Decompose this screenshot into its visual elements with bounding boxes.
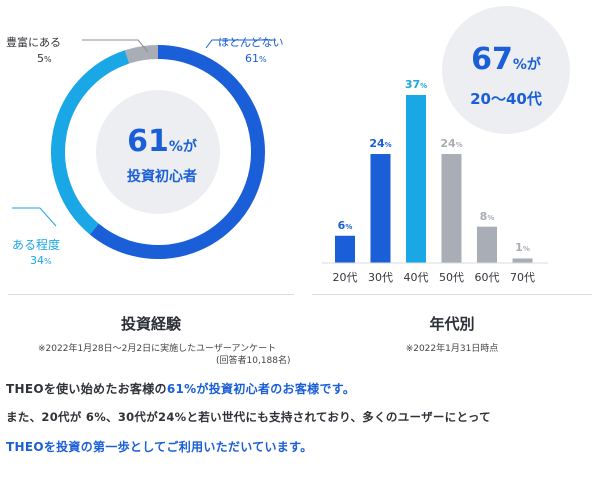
bar-value-label: 6% [337,218,353,232]
bar-40代 [406,95,426,263]
bar-category-label: 20代 [332,271,358,284]
bar-70代 [512,258,533,263]
pie-label-some-pct: 34% [30,254,52,267]
donut-center-sub: 投資初心者 [127,169,197,185]
donut-slice-houfu [124,45,159,64]
bar-30代 [370,154,391,263]
donut-slice-aruteido [51,50,130,235]
bar-category-label: 30代 [368,271,393,284]
bar-value-label: 1% [515,241,530,255]
age-bubble-sub: 20〜40代 [470,90,542,108]
bar-category-label: 40代 [403,271,429,284]
bar-category-label: 70代 [510,271,535,284]
age-bubble [442,6,570,134]
bar-20代 [335,235,355,263]
donut-inner-circle [96,90,220,214]
donut-slice-hotondonai [89,45,265,259]
bar-value-label: 24% [369,137,392,151]
bar-value-label: 37% [404,78,428,91]
divider-left [8,294,294,295]
pie-label-rich-pct: 5% [37,52,52,65]
divider-right [312,294,592,295]
pie-label-some-name: ある程度 [12,238,61,252]
pie-label-rich-name: 豊富にある [6,36,61,49]
bar-category-label: 60代 [474,271,500,284]
bar-note: ※2022年1月31日時点 [405,344,499,354]
bar-category-label: 50代 [439,271,464,284]
pie-label-none-name: ほとんどない [218,36,284,49]
leader-line-rich [82,39,149,53]
bar-section-title: 年代別 [429,315,475,333]
bar-value-label: 8% [479,209,495,223]
pie-section-title: 投資経験 [120,315,181,333]
pie-label-none-pct: 61% [245,52,267,65]
pie-note-1: ※2022年1月28日〜2月2日に実施したユーザーアンケート [38,344,277,354]
bar-50代 [441,154,462,263]
bar-value-label: 24% [440,137,463,151]
donut-center-headline: 61%が [127,124,197,159]
leader-line-none [205,39,276,49]
pie-note-2: (回答者10,188名) [216,356,291,366]
age-bubble-headline: 67%が [471,42,541,77]
bar-60代 [477,226,497,263]
body-line-3: THEOを投資の第一歩としてご利用いただいています。 [6,440,313,454]
body-line-2: また、20代が 6%、30代が24%と若い世代にも支持されており、多くのユーザー… [6,410,491,424]
body-line-1: THEOを使い始めたお客様の61%が投資初心者のお客様です。 [6,382,356,396]
leader-line-some [12,207,57,227]
